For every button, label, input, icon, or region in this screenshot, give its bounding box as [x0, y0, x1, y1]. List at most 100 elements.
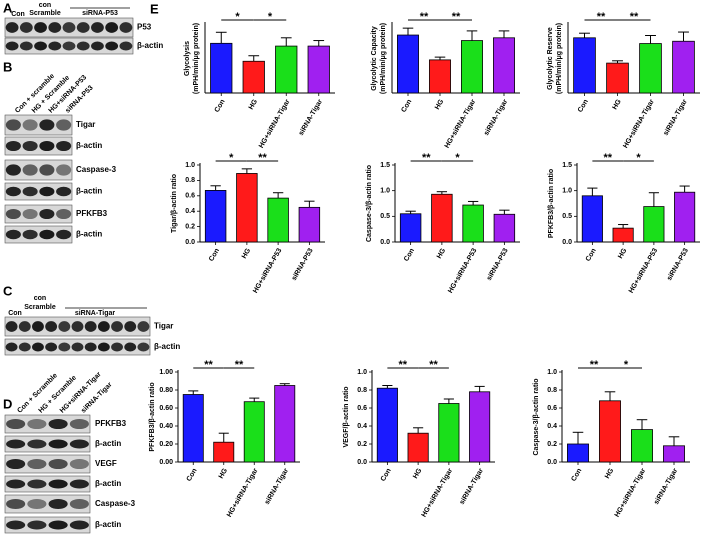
blot-strip	[4, 516, 91, 534]
blot-row-label: β-actin	[76, 230, 102, 239]
blot-band	[69, 520, 89, 530]
blot-band	[71, 342, 84, 352]
bar	[274, 385, 296, 463]
x-tick-label: siRNA-Tigar	[298, 98, 324, 137]
blot-row-label: β-actin	[95, 439, 121, 448]
x-tick-label: Con	[380, 467, 393, 482]
blot-band	[6, 418, 26, 430]
bar	[275, 45, 298, 94]
x-tick-label: HG+siRNA-P53	[252, 247, 283, 294]
blot-band	[105, 22, 119, 33]
blot-strip	[4, 414, 91, 434]
y-tick-label: 0.4	[547, 423, 557, 430]
blot-row-label: PFKFB3	[76, 209, 108, 218]
significance-label: *	[624, 359, 629, 371]
bar	[210, 42, 233, 94]
x-tick-label: siRNA-P53	[666, 247, 690, 282]
significance-label: *	[235, 11, 240, 23]
blot-band	[34, 41, 47, 51]
bar	[243, 401, 265, 463]
blot-strip	[4, 225, 73, 244]
bar	[399, 213, 422, 243]
y-tick-label: 0.5	[380, 213, 390, 220]
blot-band	[18, 321, 31, 332]
significance-label: **	[420, 11, 429, 23]
blot-row-label: Caspase-3	[95, 499, 136, 508]
x-tick-label: siRNA-Tigar	[264, 467, 290, 506]
panel-label: C	[3, 283, 13, 298]
significance-label: **	[204, 359, 213, 371]
blot-strip	[4, 204, 73, 224]
bar	[567, 443, 589, 463]
blot-band	[56, 140, 72, 152]
blot-band	[6, 498, 26, 510]
y-tick-label: 1.5	[380, 162, 390, 169]
y-tick-label: 0.0	[357, 459, 367, 466]
blot-row-label: β-actin	[95, 479, 121, 488]
panel-label: B	[3, 59, 12, 74]
x-tick-label: Con	[570, 467, 583, 482]
x-tick-label: siRNA-Tigar	[459, 467, 485, 506]
y-axis-label: Caspase-3/β-actin ratio	[366, 165, 373, 242]
blot-band	[5, 229, 21, 240]
blot-band	[48, 22, 62, 33]
x-tick-label: HG+siRNA-Tigar	[622, 98, 656, 149]
y-tick-label: 1.0	[547, 369, 557, 376]
blot-band	[69, 479, 89, 489]
significance-label: **	[429, 359, 438, 371]
bar	[407, 432, 429, 463]
blot-band	[6, 479, 26, 489]
blot-band	[45, 321, 58, 332]
significance-label: **	[590, 359, 599, 371]
x-tick-label: Con	[400, 98, 413, 113]
y-tick-label: 1.5	[562, 162, 572, 169]
lane-label: Con	[11, 11, 25, 18]
significance-label: **	[452, 11, 461, 23]
bar	[267, 197, 289, 243]
y-axis-label: (mPH/min/μg protein)	[556, 23, 563, 94]
blot-band	[22, 119, 38, 131]
blot-band	[39, 119, 55, 131]
significance-label: **	[398, 359, 407, 371]
bar	[431, 193, 453, 243]
y-tick-label: 0.80	[159, 387, 173, 394]
blot-strip	[4, 114, 73, 136]
x-tick-label: HG	[248, 98, 260, 111]
y-tick-label: 0.2	[547, 441, 557, 448]
lane-label: con	[39, 2, 51, 9]
bar	[674, 191, 696, 243]
bar	[663, 445, 685, 463]
blot-band	[27, 458, 47, 470]
x-tick-label: HG+siRNA-P53	[447, 247, 478, 294]
panel-label: E	[150, 1, 159, 16]
blot-band	[91, 41, 104, 51]
blot-band	[19, 22, 33, 33]
blot-band	[56, 164, 72, 176]
y-tick-label: 1.0	[562, 188, 572, 195]
y-axis-label: Glycolysis	[184, 41, 191, 76]
y-tick-label: 1.0	[380, 188, 390, 195]
bar	[612, 227, 634, 243]
blot-strip	[4, 182, 73, 201]
blot-band	[48, 520, 68, 530]
y-axis-label: PFKFB3/β-actin ratio	[548, 169, 555, 238]
x-tick-label: HG+siRNA-Tigar	[258, 98, 292, 149]
x-tick-label: HG+siRNA-P53	[628, 247, 659, 294]
blot-band	[45, 342, 58, 352]
bar	[307, 45, 330, 94]
bar	[298, 206, 321, 243]
y-tick-label: 0.0	[562, 239, 572, 246]
y-tick-label: 0.6	[547, 405, 557, 412]
bar	[639, 43, 662, 94]
lane-label: Scramble	[29, 10, 61, 17]
significance-label: *	[455, 152, 460, 164]
lane-label: siRNA-P53	[82, 10, 118, 17]
significance-label: *	[229, 152, 234, 164]
blot-band	[48, 498, 68, 510]
lane-label: con	[34, 295, 46, 302]
y-tick-label: 0.6	[357, 405, 367, 412]
x-tick-label: Con	[208, 247, 221, 262]
y-axis-label: VEGF/β-actin ratio	[343, 386, 350, 447]
y-tick-label: 0.4	[185, 208, 195, 215]
blot-band	[84, 342, 97, 352]
